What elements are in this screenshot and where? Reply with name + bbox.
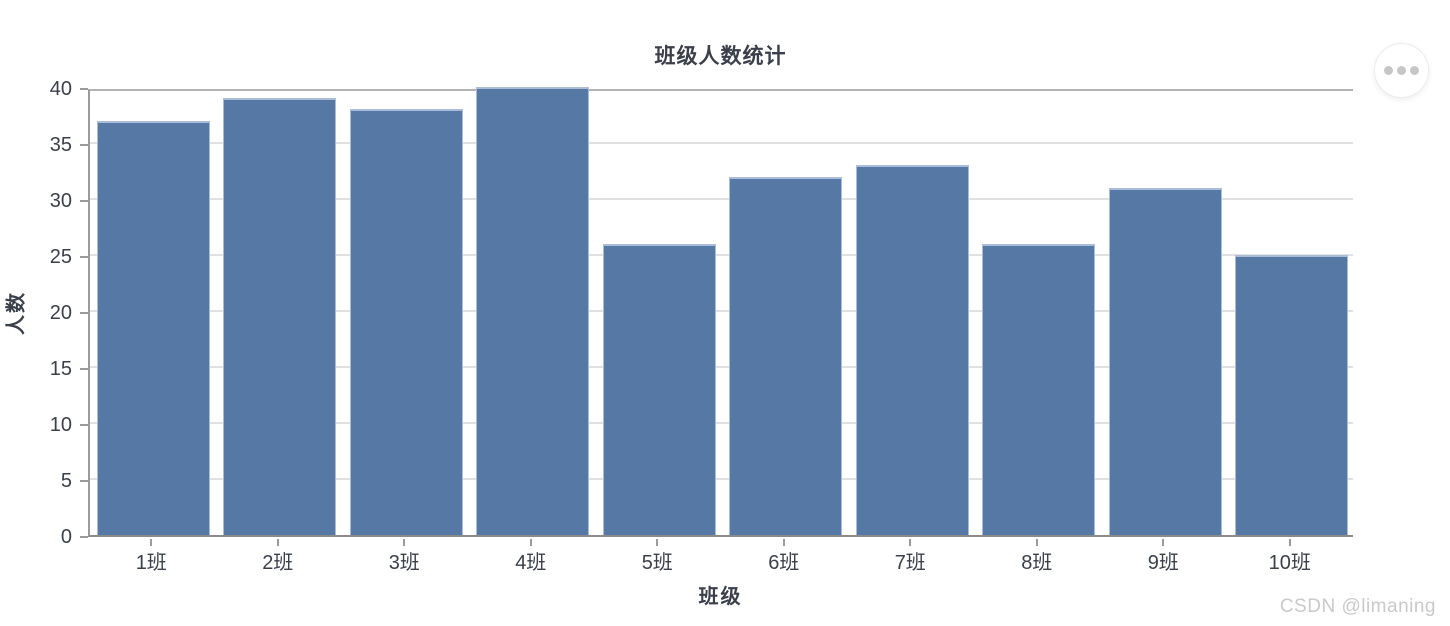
x-tick-label-9班: 9班	[1147, 552, 1179, 574]
y-tick-mark-35	[80, 144, 88, 146]
y-axis: 0 5 10 15 20 25 30 35 40	[0, 79, 88, 547]
bar-3班	[349, 109, 463, 535]
y-tick-label-15: 15	[49, 358, 72, 380]
y-tick-label-30: 30	[49, 190, 72, 212]
y-tick-label-40: 40	[49, 78, 72, 100]
y-tick-label-10: 10	[49, 414, 72, 436]
x-tick-mark-3班	[403, 539, 406, 546]
x-tick-mark-7班	[909, 539, 912, 546]
x-axis: 1班 2班 3班 4班 5班 6班 7班 8班 9班 10班	[88, 539, 1353, 589]
x-tick-label-1班: 1班	[135, 552, 167, 574]
x-tick-mark-5班	[656, 539, 659, 546]
y-tick-mark-0	[80, 536, 88, 538]
bar-9班	[1108, 187, 1222, 535]
bar-5班	[602, 243, 716, 535]
y-tick-mark-25	[80, 256, 88, 258]
y-tick-label-35: 35	[49, 134, 72, 156]
y-tick-mark-20	[80, 312, 88, 314]
y-tick-label-5: 5	[60, 470, 72, 492]
x-tick-label-4班: 4班	[515, 552, 547, 574]
gridline-y-35	[90, 142, 1353, 144]
chart-title: 班级人数统计	[654, 45, 787, 68]
gridline-y-30	[90, 198, 1353, 200]
x-tick-label-10班: 10班	[1268, 552, 1311, 574]
bar-7班	[855, 165, 969, 535]
bar-8班	[982, 243, 1096, 535]
bar-6班	[729, 176, 843, 535]
gridline-y-25	[90, 254, 1353, 256]
gridline-y-10	[90, 422, 1353, 424]
bar-4班	[476, 87, 590, 535]
plot-area	[88, 87, 1353, 537]
y-tick-label-0: 0	[60, 526, 72, 548]
watermark: CSDN @limaning	[1279, 596, 1436, 617]
x-tick-mark-8班	[1035, 539, 1038, 546]
x-tick-label-7班: 7班	[894, 552, 926, 574]
x-tick-label-8班: 8班	[1021, 552, 1053, 574]
y-tick-mark-10	[80, 424, 88, 426]
y-tick-label-20: 20	[49, 302, 72, 324]
bar-10班	[1235, 255, 1349, 535]
y-tick-mark-30	[80, 200, 88, 202]
x-tick-mark-10班	[1288, 539, 1291, 546]
y-tick-label-25: 25	[49, 246, 72, 268]
x-tick-label-6班: 6班	[768, 552, 800, 574]
gridline-y-15	[90, 366, 1353, 368]
x-tick-label-3班: 3班	[388, 552, 420, 574]
gridline-y-20	[90, 310, 1353, 312]
bar-1班	[96, 120, 210, 535]
x-tick-label-2班: 2班	[262, 552, 294, 574]
y-tick-mark-5	[80, 480, 88, 482]
ellipsis-icon	[1384, 66, 1419, 75]
x-tick-mark-9班	[1162, 539, 1165, 546]
y-tick-mark-15	[80, 368, 88, 370]
y-axis-title: 人数	[5, 291, 28, 335]
x-axis-title: 班级	[698, 586, 743, 608]
x-tick-mark-1班	[150, 539, 153, 546]
x-tick-label-5班: 5班	[641, 552, 673, 574]
x-tick-mark-2班	[276, 539, 279, 546]
chart-menu-button[interactable]	[1374, 43, 1429, 98]
gridline-y-5	[90, 478, 1353, 480]
bar-2班	[223, 98, 337, 535]
y-tick-mark-40	[80, 88, 88, 90]
x-tick-mark-6班	[782, 539, 785, 546]
x-tick-mark-4班	[529, 539, 532, 546]
